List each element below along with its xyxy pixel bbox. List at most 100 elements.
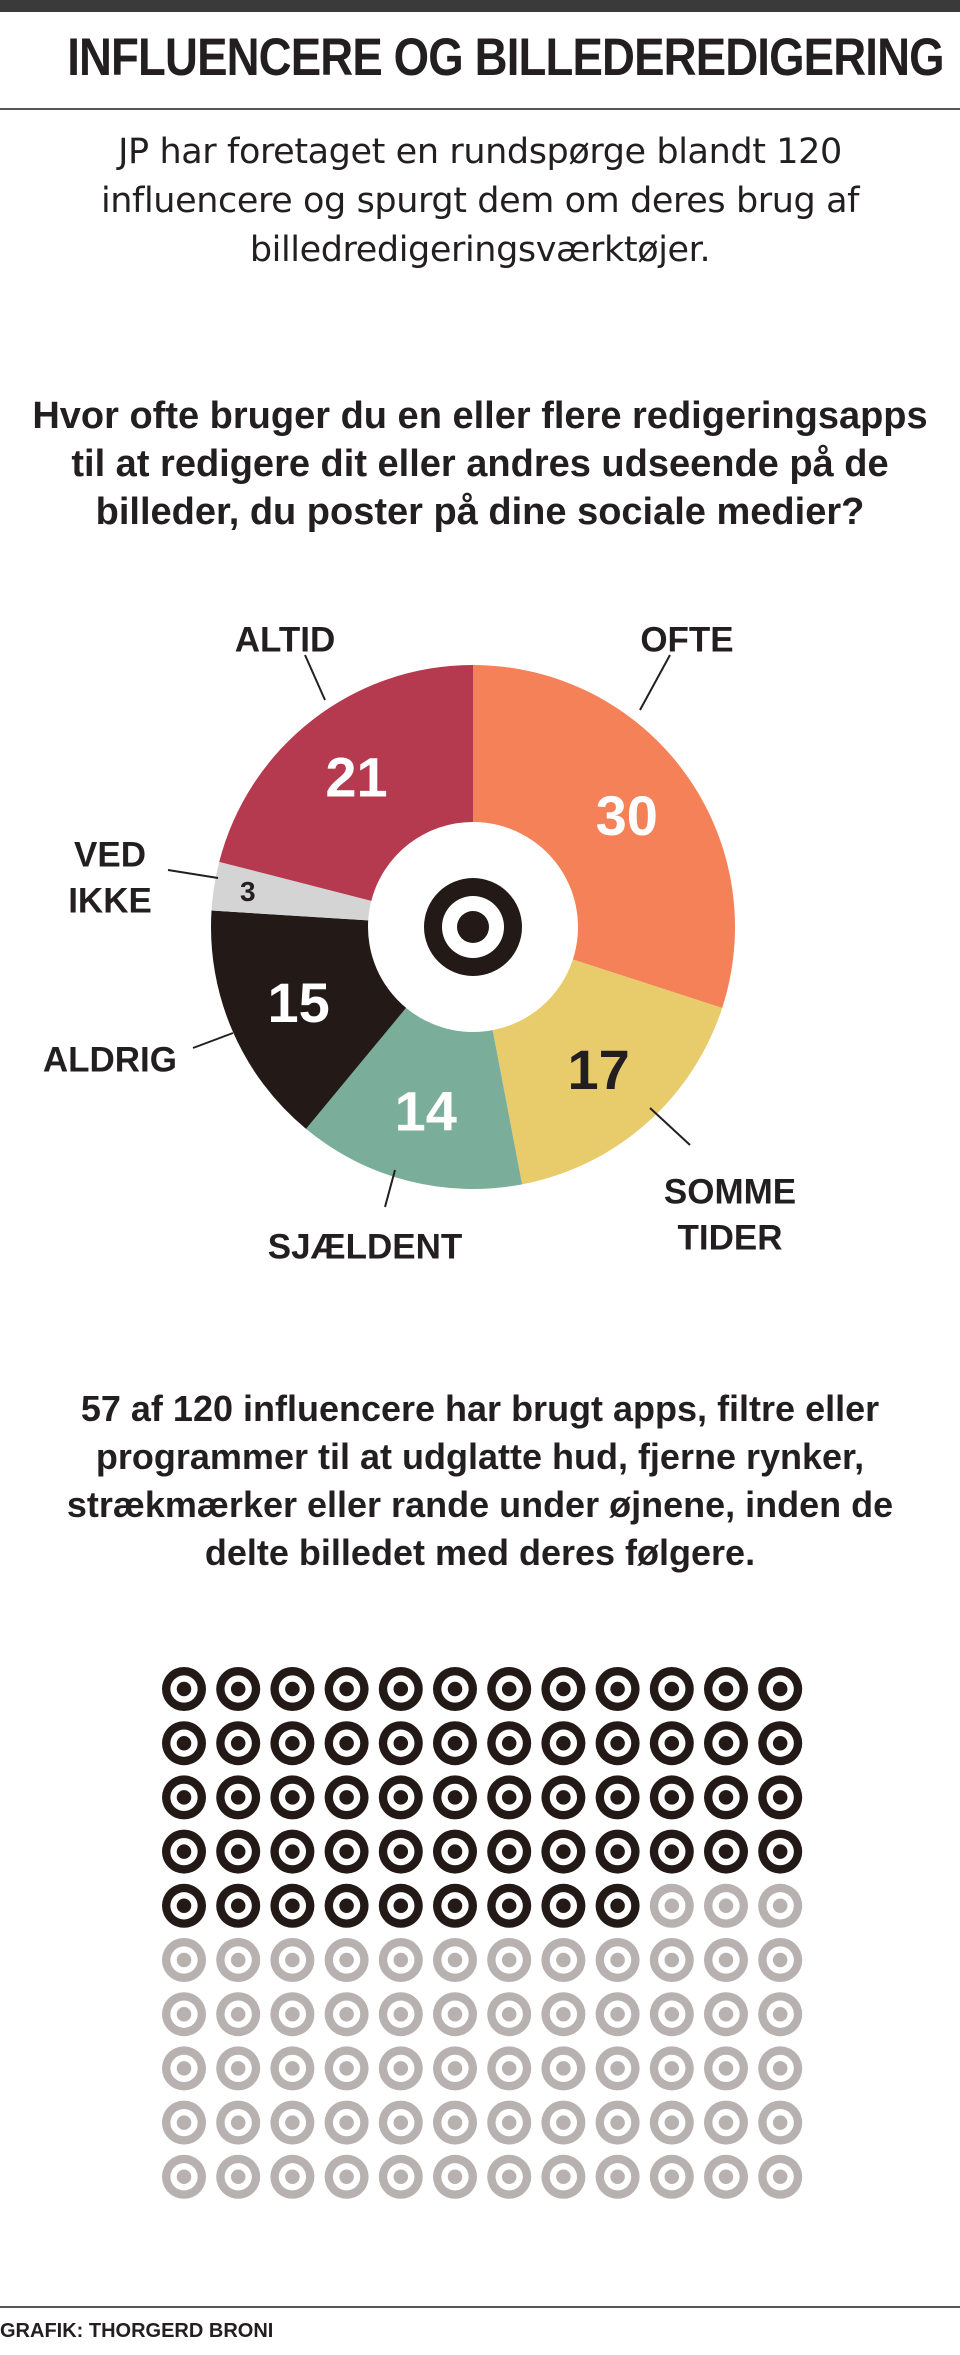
target-icon-muted (324, 1938, 369, 1982)
target-icon-muted (595, 2100, 640, 2145)
target-icon-highlighted (433, 1883, 477, 1928)
target-icon-muted (541, 2100, 586, 2145)
target-icon-muted (704, 2100, 748, 2145)
target-icon-highlighted (704, 1667, 748, 1711)
target-icon-highlighted (378, 1829, 423, 1874)
target-icon-highlighted (216, 1883, 261, 1928)
target-icon-muted (704, 2046, 748, 2091)
target-icon-highlighted (270, 1775, 315, 1820)
pie-slice-aldrig (211, 910, 407, 1129)
pie-value-label: 21 (325, 745, 387, 808)
target-icon-highlighted (649, 1721, 694, 1766)
footer-divider (0, 2306, 960, 2308)
question-line: Hvor ofte bruger du en eller flere redig… (32, 395, 928, 437)
graphic-credit: GRAFIK: THORGERD BRONI (0, 2320, 274, 2342)
pie-value-label: 3 (240, 876, 256, 907)
target-icon-muted (704, 1992, 748, 2037)
target-icon-muted (433, 1992, 477, 2037)
target-icon-highlighted (270, 1667, 315, 1711)
leader-line (192, 1032, 234, 1049)
pie-category-label: SJÆLDENT (268, 1228, 462, 1267)
target-icon-highlighted (216, 1667, 261, 1711)
pie-value-label: 30 (596, 784, 658, 847)
target-icon-muted (758, 1938, 803, 1982)
target-icon-muted (433, 2046, 477, 2091)
target-icon-highlighted (433, 1775, 477, 1820)
target-icon-muted (541, 1938, 586, 1982)
target-icon-muted (487, 1992, 532, 2037)
question-line: billeder, du poster på dine sociale medi… (95, 491, 865, 533)
target-icon-muted (541, 1992, 586, 2037)
target-icon-highlighted (378, 1883, 423, 1928)
target-icon-highlighted (595, 1883, 640, 1928)
target-icon-muted (649, 2154, 694, 2199)
pie-slice-somme-tider (492, 959, 723, 1185)
pie-value-label: 17 (568, 1038, 630, 1101)
leader-line (304, 654, 326, 701)
pie-slice-altid (219, 665, 473, 901)
target-icon-muted (270, 2100, 315, 2145)
top-rule (0, 0, 960, 12)
target-icon-muted (324, 2046, 369, 2091)
target-icon-highlighted (487, 1883, 532, 1928)
target-icon-highlighted (487, 1721, 532, 1766)
leader-line (167, 869, 219, 879)
target-icon-highlighted (378, 1667, 423, 1711)
target-icon-muted (162, 1992, 206, 2037)
target-icon-highlighted (649, 1775, 694, 1820)
target-icon-muted (324, 2154, 369, 2199)
page-title: INFLUENCERE OG BILLEDEREDIGERING (67, 28, 944, 87)
target-icon (401, 855, 545, 999)
pie-slices (211, 665, 735, 1189)
target-icon-highlighted (595, 1721, 640, 1766)
target-icon-highlighted (487, 1775, 532, 1820)
target-icon-highlighted (704, 1721, 748, 1766)
target-icon-muted (378, 2046, 423, 2091)
target-icon-highlighted (487, 1667, 532, 1711)
target-icon-muted (433, 2100, 477, 2145)
target-icon-highlighted (758, 1775, 803, 1820)
target-icon-muted (270, 1938, 315, 1982)
target-icon-highlighted (704, 1775, 748, 1820)
target-icon-muted (378, 1938, 423, 1982)
leader-line (649, 1107, 691, 1146)
target-icon-highlighted (433, 1667, 477, 1711)
target-icon-muted (595, 1992, 640, 2037)
pie-category-label: SOMME (664, 1173, 796, 1212)
pie-leader-lines (167, 654, 691, 1208)
target-icon-highlighted (595, 1829, 640, 1874)
target-icon-highlighted (324, 1883, 369, 1928)
target-icon-muted (595, 2154, 640, 2199)
target-icon-muted (487, 1938, 532, 1982)
target-icon-muted (487, 2154, 532, 2199)
stat-line: delte billedet med deres følgere. (204, 1532, 756, 1573)
target-icon-muted (758, 2046, 803, 2091)
target-icon-highlighted (216, 1775, 261, 1820)
pie-category-label: TIDER (678, 1219, 783, 1258)
target-icon-muted (649, 1992, 694, 2037)
target-icon-muted (758, 1883, 803, 1928)
pie-category-label: IKKE (68, 882, 152, 921)
question-line: til at redigere dit eller andres udseend… (71, 443, 889, 485)
target-icon-muted (649, 2046, 694, 2091)
target-icon-muted (162, 1938, 206, 1982)
stat-line: programmer til at udglatte hud, fjerne r… (95, 1436, 865, 1477)
target-icon-highlighted (649, 1829, 694, 1874)
target-icon-highlighted (541, 1667, 586, 1711)
target-icon-highlighted (487, 1829, 532, 1874)
target-icon-muted (758, 2100, 803, 2145)
target-icon-highlighted (162, 1883, 206, 1928)
target-icon-muted (541, 2046, 586, 2091)
target-icon-highlighted (324, 1829, 369, 1874)
target-icon-highlighted (649, 1667, 694, 1711)
icon-array-chart (162, 1667, 803, 2199)
target-icon-highlighted (216, 1829, 261, 1874)
target-icon-highlighted (324, 1721, 369, 1766)
target-icon-muted (758, 2154, 803, 2199)
leader-line (639, 654, 671, 711)
target-icon-muted (649, 2100, 694, 2145)
target-icon-muted (162, 2046, 206, 2091)
pie-value-label: 15 (267, 971, 329, 1034)
target-icon-highlighted (162, 1721, 206, 1766)
target-icon-muted (378, 2154, 423, 2199)
